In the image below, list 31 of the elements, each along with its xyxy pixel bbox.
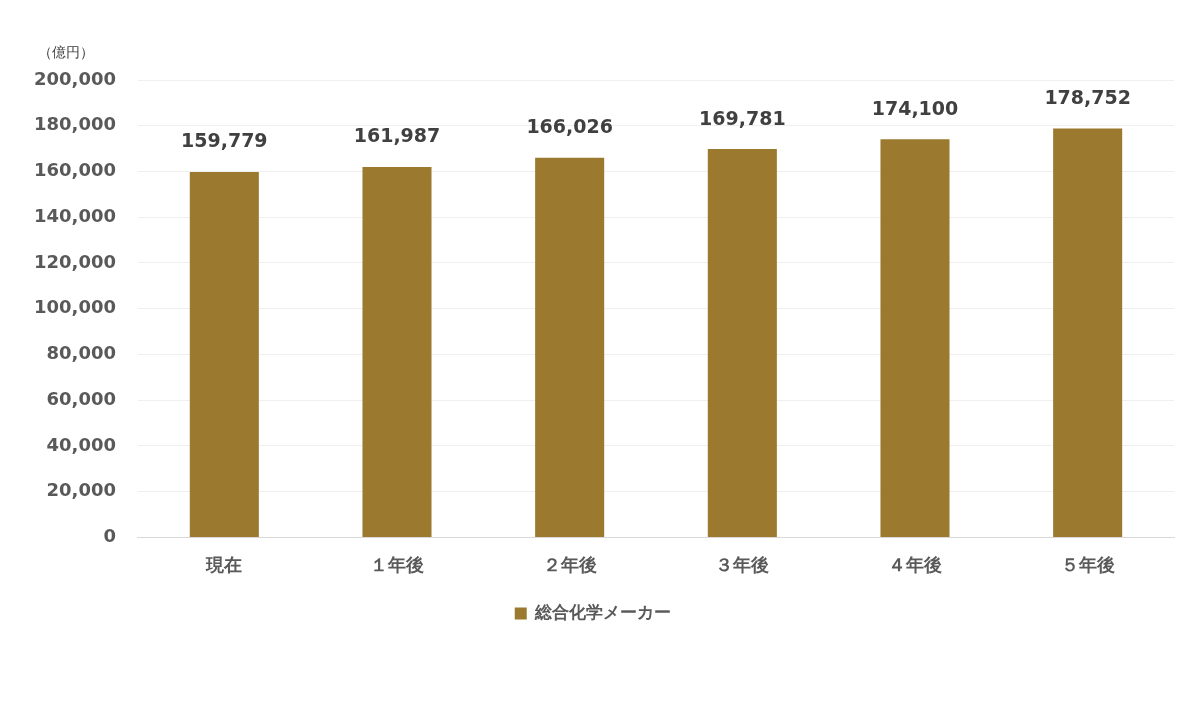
bar [707, 149, 777, 537]
y-axis-title: （億円） [38, 43, 94, 60]
data-label: 159,779 [181, 129, 268, 152]
data-label: 169,781 [699, 106, 786, 129]
y-tick-label: 20,000 [46, 479, 116, 501]
y-tick-label: 160,000 [34, 159, 116, 181]
y-tick-label: 120,000 [34, 250, 116, 272]
data-label: 161,987 [353, 124, 441, 147]
x-tick-label: ５年後 [1060, 553, 1115, 575]
x-tick-label: ３年後 [715, 553, 770, 575]
y-tick-label: 60,000 [46, 387, 116, 409]
data-label: 174,100 [871, 96, 959, 119]
bar [362, 166, 432, 537]
data-label: 166,026 [526, 115, 613, 138]
bar [880, 139, 950, 537]
y-tick-label: 0 [103, 525, 116, 547]
y-tick-label: 140,000 [34, 204, 116, 226]
legend-label: 総合化学メーカー [534, 601, 672, 622]
y-tick-label: 180,000 [34, 113, 116, 135]
y-tick-label: 40,000 [46, 433, 116, 455]
x-tick-label: １年後 [369, 553, 424, 575]
bar [535, 157, 605, 537]
y-tick-label: 100,000 [34, 296, 116, 318]
x-tick-label: 現在 [205, 553, 243, 575]
data-label: 178,752 [1044, 86, 1131, 109]
bar [189, 171, 259, 537]
x-tick-label: ４年後 [888, 553, 942, 575]
bar [1053, 128, 1123, 537]
y-tick-label: 200,000 [34, 67, 116, 89]
x-tick-label: ２年後 [542, 553, 597, 575]
y-tick-label: 80,000 [46, 342, 116, 364]
